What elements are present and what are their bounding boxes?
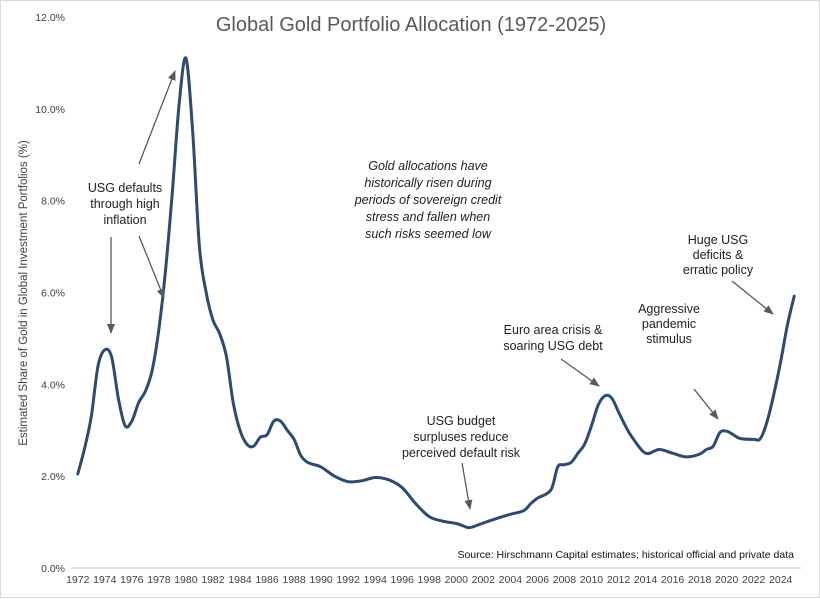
- annotation: USG defaults through high inflation: [88, 181, 162, 227]
- annotation-arrow: [138, 235, 165, 299]
- annotation-arrow: [461, 462, 473, 510]
- series-line-gold-allocation: [76, 56, 796, 530]
- annotation-line: stress and fallen when: [366, 210, 490, 224]
- annotation-line: soaring USG debt: [503, 339, 603, 353]
- y-tick-label: 2.0%: [41, 471, 65, 483]
- annotation-line: pandemic: [642, 317, 696, 331]
- annotation-line: USG defaults: [88, 181, 162, 195]
- annotation-line: Gold allocations have: [368, 159, 488, 173]
- y-tick-label: 10.0%: [35, 104, 65, 116]
- x-tick-label: 2004: [499, 574, 523, 586]
- annotation-line: Huge USG: [688, 233, 748, 247]
- annotation-arrow: [693, 388, 719, 420]
- x-tick-label: 1994: [363, 574, 387, 586]
- x-tick-label: 1992: [336, 574, 360, 586]
- x-tick-label: 2014: [634, 574, 658, 586]
- annotation-line: Euro area crisis &: [504, 323, 603, 337]
- y-tick-label: 8.0%: [41, 196, 65, 208]
- x-tick-label: 1980: [174, 574, 198, 586]
- x-tick-label: 2012: [607, 574, 631, 586]
- annotation: Euro area crisis & soaring USG debt: [503, 323, 603, 353]
- x-tick-label: 2002: [472, 574, 496, 586]
- annotation-arrow: [138, 70, 176, 165]
- annotation-line: surpluses reduce: [413, 430, 508, 444]
- x-tick-label: 1976: [120, 574, 144, 586]
- annotation-arrow: [731, 280, 774, 315]
- annotation-line: stimulus: [646, 332, 692, 346]
- x-tick-label: 1998: [418, 574, 442, 586]
- x-tick-label: 1990: [309, 574, 333, 586]
- y-axis-label: Estimated Share of Gold in Global Invest…: [18, 140, 30, 446]
- x-tick-label: 1972: [66, 574, 90, 586]
- x-tick-label: 2020: [715, 574, 739, 586]
- x-tick-label: 2024: [769, 574, 793, 586]
- annotation-arrow: [560, 358, 600, 387]
- y-tick-label: 4.0%: [41, 379, 65, 391]
- annotation-line: erratic policy: [683, 263, 754, 277]
- y-tick-label: 12.0%: [35, 12, 65, 24]
- annotation-line: perceived default risk: [402, 446, 521, 460]
- annotation-line: through high: [90, 197, 160, 211]
- annotations: USG defaults through high inflation Gold al…: [88, 159, 754, 460]
- x-tick-label: 2006: [526, 574, 550, 586]
- x-axis-ticks: 1972 1974 1976 1978 1980 1982 1984 1986 1988 1990…: [66, 574, 792, 586]
- x-tick-label: 2010: [580, 574, 604, 586]
- annotation-arrows: [107, 70, 774, 510]
- x-tick-label: 1982: [201, 574, 225, 586]
- x-tick-label: 2016: [661, 574, 685, 586]
- annotation: USG budget surpluses reduce perceived defa…: [402, 414, 521, 460]
- x-tick-label: 1988: [282, 574, 306, 586]
- x-tick-label: 1996: [391, 574, 415, 586]
- y-tick-label: 0.0%: [41, 563, 65, 575]
- chart-title: Global Gold Portfolio Allocation (1972-2…: [216, 14, 606, 36]
- source-note: Source: Hirschmann Capital estimates; hi…: [457, 549, 794, 561]
- x-tick-label: 1984: [228, 574, 252, 586]
- annotation-line: historically risen during: [364, 176, 491, 190]
- x-tick-label: 1986: [255, 574, 279, 586]
- x-tick-label: 2008: [553, 574, 577, 586]
- x-tick-label: 1974: [93, 574, 117, 586]
- annotation-line: deficits &: [693, 248, 744, 262]
- x-tick-label: 2000: [445, 574, 469, 586]
- x-tick-label: 2018: [688, 574, 712, 586]
- annotation-line: USG budget: [427, 414, 496, 428]
- x-tick-label: 2022: [742, 574, 766, 586]
- annotation-line: Aggressive: [638, 302, 700, 316]
- y-tick-label: 6.0%: [41, 288, 65, 300]
- annotation-line: periods of sovereign credit: [354, 193, 502, 207]
- y-axis-ticks: 0.0% 2.0% 4.0% 6.0% 8.0% 10.0% 12.0%: [35, 12, 65, 575]
- annotation-line: inflation: [103, 213, 146, 227]
- annotation: Gold allocations have historically risen …: [354, 159, 502, 241]
- annotation-line: such risks seemed low: [365, 227, 492, 241]
- x-tick-label: 1978: [147, 574, 171, 586]
